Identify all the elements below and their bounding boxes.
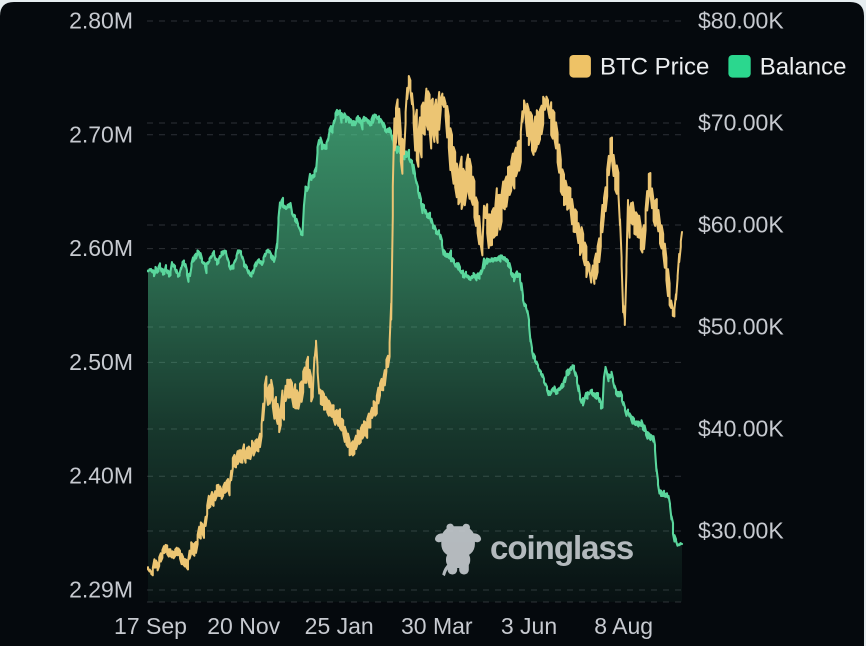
svg-text:2.29M: 2.29M (69, 577, 133, 603)
svg-text:$80.00K: $80.00K (698, 8, 784, 34)
svg-text:20 Nov: 20 Nov (207, 613, 280, 639)
svg-text:Balance: Balance (760, 54, 847, 81)
svg-text:3 Jun: 3 Jun (501, 613, 557, 639)
svg-text:coinglass: coinglass (490, 529, 633, 566)
svg-text:30 Mar: 30 Mar (401, 613, 473, 639)
svg-text:$70.00K: $70.00K (698, 110, 784, 136)
svg-text:$40.00K: $40.00K (698, 416, 784, 442)
svg-text:$30.00K: $30.00K (698, 518, 784, 544)
svg-text:$50.00K: $50.00K (698, 314, 784, 340)
svg-text:2.60M: 2.60M (69, 235, 133, 261)
svg-text:2.50M: 2.50M (69, 349, 133, 375)
svg-text:25 Jan: 25 Jan (305, 613, 374, 639)
svg-text:$60.00K: $60.00K (698, 212, 784, 238)
svg-text:2.40M: 2.40M (69, 463, 133, 489)
svg-text:BTC Price: BTC Price (600, 54, 709, 81)
svg-text:2.70M: 2.70M (69, 121, 133, 147)
svg-text:17 Sep: 17 Sep (114, 613, 187, 639)
svg-text:2.80M: 2.80M (69, 8, 133, 34)
svg-text:8 Aug: 8 Aug (594, 613, 653, 639)
